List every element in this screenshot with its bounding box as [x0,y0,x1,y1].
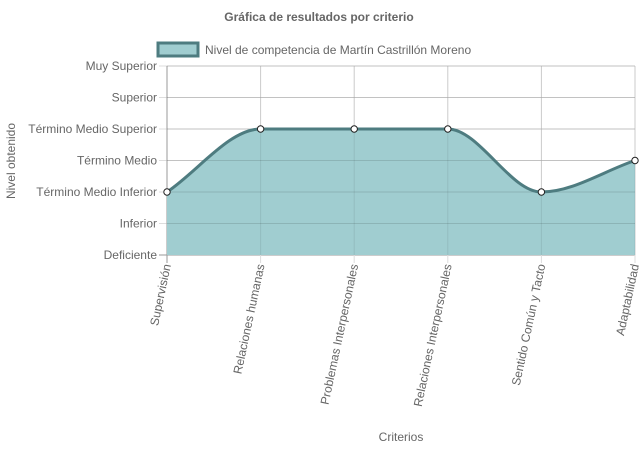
data-point[interactable] [256,125,265,133]
series-area [167,129,635,255]
data-point[interactable] [631,156,639,165]
legend-label: Nivel de competencia de Martín Castrilló… [205,43,471,57]
y-axis: Deficiente Inferior Término Medio Inferior… [28,59,157,262]
y-tick-label: Término Medio [77,154,157,168]
data-point[interactable] [537,188,546,196]
x-axis: Supervisión Relaciones humanas Problemas I… [147,262,639,407]
legend-swatch [156,41,200,58]
x-tick-label: Relaciones humanas [231,263,268,376]
x-tick-label: Relaciones Interpersonales [411,263,455,408]
y-tick-label: Muy Superior [86,59,157,73]
y-tick-label: Término Medio Inferior [36,185,157,199]
x-tick-label: Sentido Común y Tacto [509,262,549,386]
x-tick-label: Adaptabilidad [613,263,639,337]
data-point[interactable] [350,125,358,133]
y-tick-label: Superior [112,91,157,105]
data-point[interactable] [163,188,171,196]
legend[interactable]: Nivel de competencia de Martín Castrilló… [156,41,471,58]
x-axis-title: Criterios [379,430,424,444]
y-tick-label: Deficiente [104,248,158,262]
data-point[interactable] [444,125,452,133]
y-tick-label: Término Medio Superior [28,122,157,136]
x-tick-label: Problemas Interpersonales [318,263,362,406]
y-tick-label: Inferior [120,217,157,231]
chart-title: Gráfica de resultados por criterio [224,10,413,24]
y-axis-title: Nivel obtenido [4,123,18,199]
series-line [166,127,636,194]
x-tick-label: Supervisión [147,263,174,327]
series-layer [163,65,639,255]
